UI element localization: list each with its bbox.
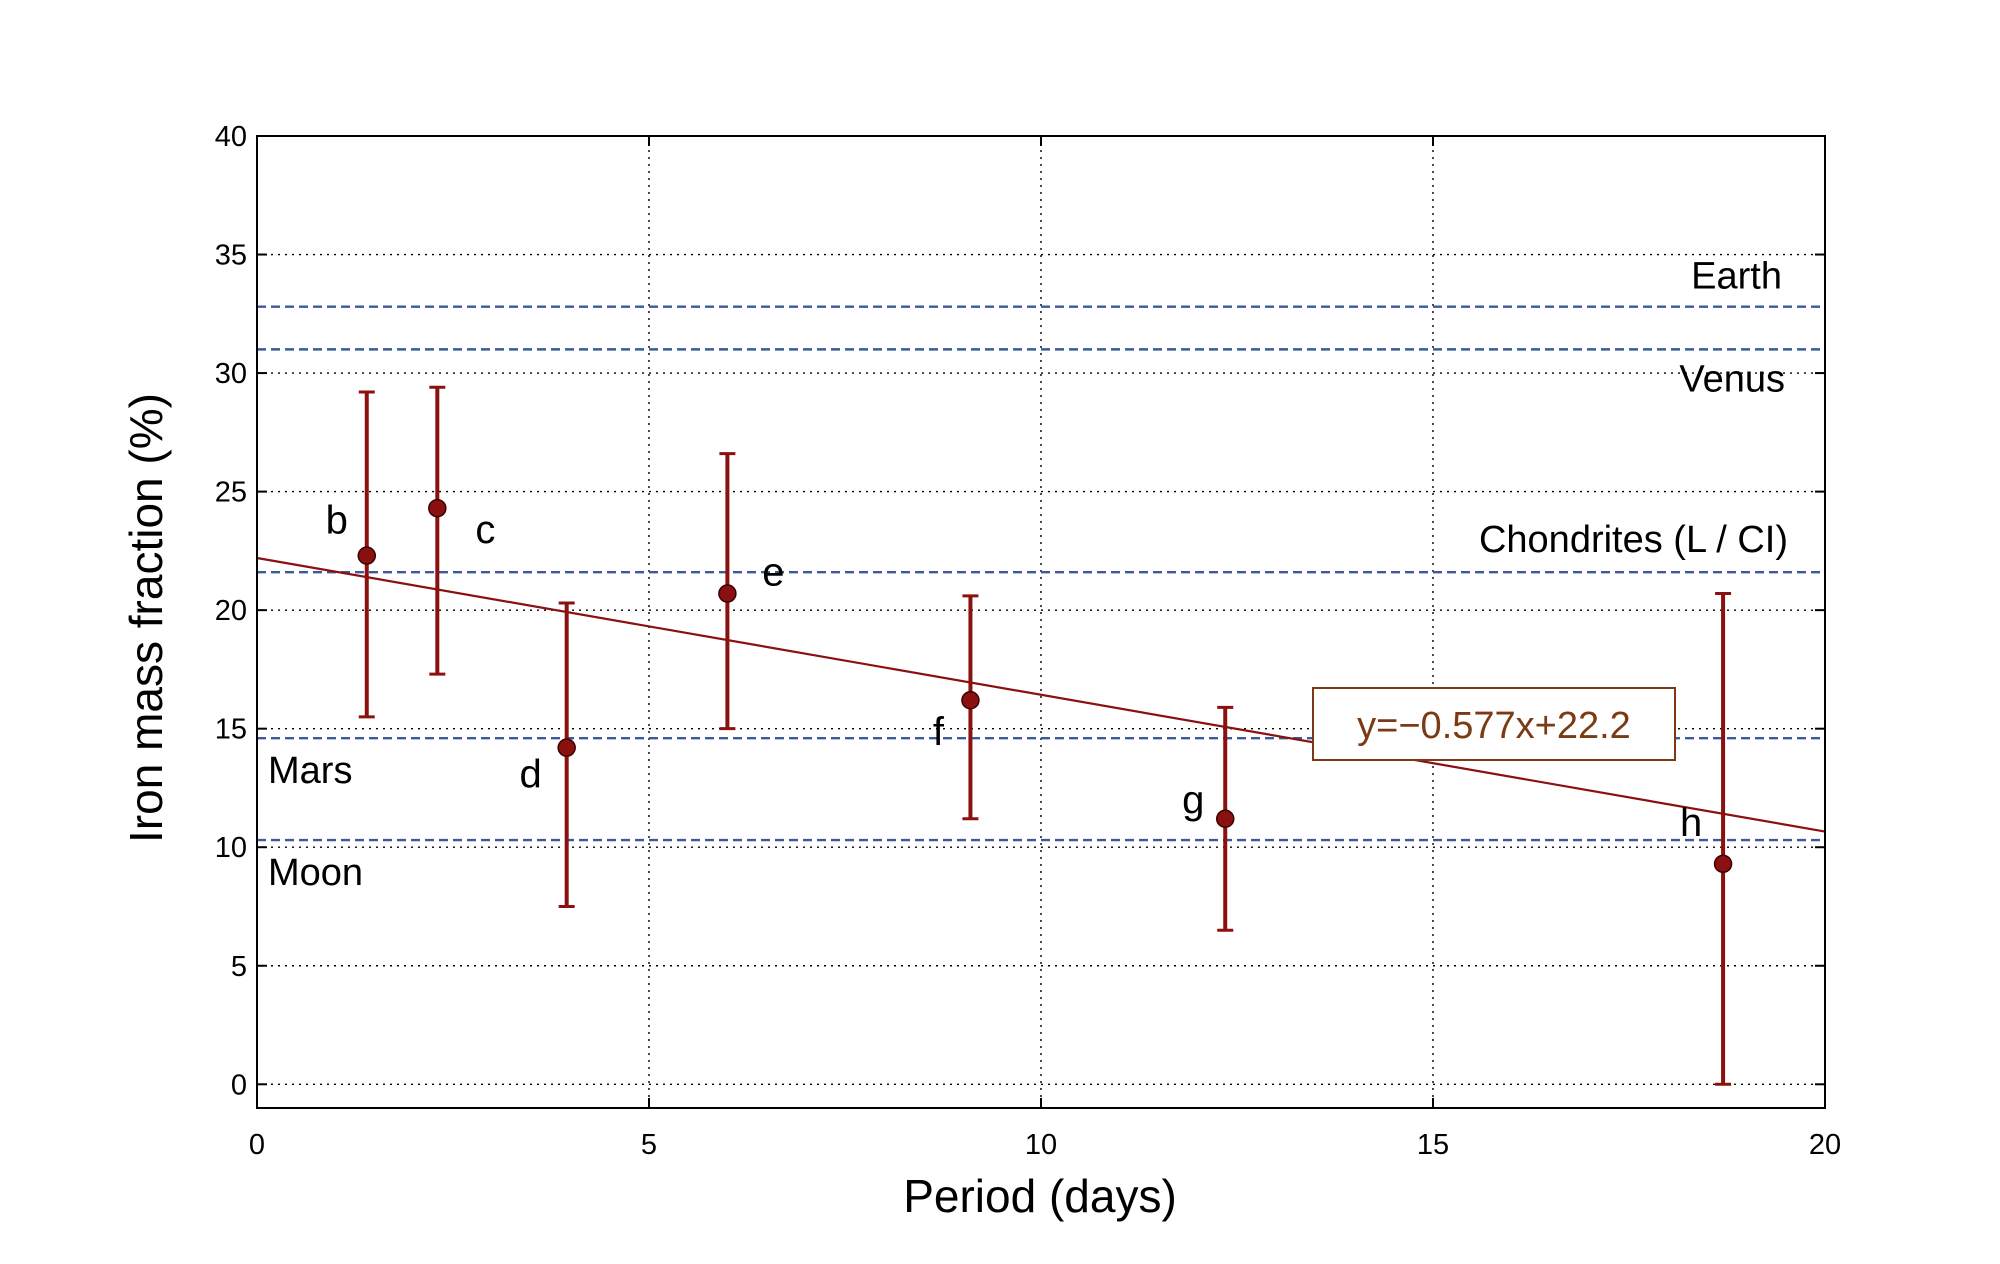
y-axis-label: Iron mass fraction (%) bbox=[120, 393, 172, 843]
data-point bbox=[961, 690, 980, 710]
grid-layer bbox=[257, 136, 1825, 1108]
data-point bbox=[557, 738, 576, 757]
x-tick-label: 0 bbox=[249, 1129, 265, 1161]
point-label: d bbox=[520, 753, 542, 797]
point-label: f bbox=[933, 710, 945, 754]
reference-line-label: Venus bbox=[1679, 358, 1785, 400]
y-tick-label: 20 bbox=[215, 595, 247, 627]
y-tick-label: 10 bbox=[215, 832, 247, 864]
x-axis-label: Period (days) bbox=[903, 1170, 1177, 1222]
fit-line-layer bbox=[256, 556, 1826, 833]
reference-line-label: Chondrites (L / CI) bbox=[1479, 519, 1788, 561]
fit-line bbox=[256, 556, 1826, 833]
reference-line-label: Moon bbox=[268, 852, 363, 894]
reference-line-label: Earth bbox=[1691, 256, 1782, 298]
data-point bbox=[428, 498, 447, 518]
data-point bbox=[1215, 809, 1235, 829]
point-label: e bbox=[762, 551, 784, 595]
x-tick-label: 5 bbox=[641, 1129, 657, 1161]
x-tick-label: 10 bbox=[1025, 1129, 1057, 1161]
x-tick-label: 20 bbox=[1809, 1129, 1841, 1161]
fit-equation-frame bbox=[1312, 687, 1676, 761]
axis-ticks: 0 5 10 15 20 0 5 10 15 20 25 30 35 40 bbox=[215, 121, 1841, 1161]
y-tick-label: 15 bbox=[215, 714, 247, 746]
y-tick-label: 35 bbox=[215, 240, 247, 272]
point-label: b bbox=[326, 499, 348, 543]
data-point bbox=[1713, 854, 1733, 874]
y-tick-label: 30 bbox=[215, 358, 247, 390]
fit-equation: y=−0.577x+22.2 bbox=[1357, 705, 1631, 747]
x-tick-label: 15 bbox=[1417, 1129, 1449, 1161]
data-point bbox=[718, 584, 737, 603]
y-tick-label: 25 bbox=[215, 477, 247, 509]
y-tick-label: 5 bbox=[231, 951, 247, 983]
reference-line-label: Mars bbox=[268, 750, 352, 792]
y-tick-label: 0 bbox=[231, 1069, 247, 1101]
fit-equation-box: y=−0.577x+22.2 bbox=[1312, 687, 1676, 761]
point-label: g bbox=[1182, 778, 1204, 822]
data-point bbox=[357, 546, 377, 565]
y-tick-label: 40 bbox=[215, 121, 247, 153]
data-points: b c d e f g h bbox=[326, 385, 1733, 1086]
point-label: h bbox=[1680, 801, 1702, 845]
reference-lines: Earth Venus Chondrites (L / CI) Mars Moon bbox=[257, 256, 1825, 894]
point-label: c bbox=[475, 508, 495, 552]
